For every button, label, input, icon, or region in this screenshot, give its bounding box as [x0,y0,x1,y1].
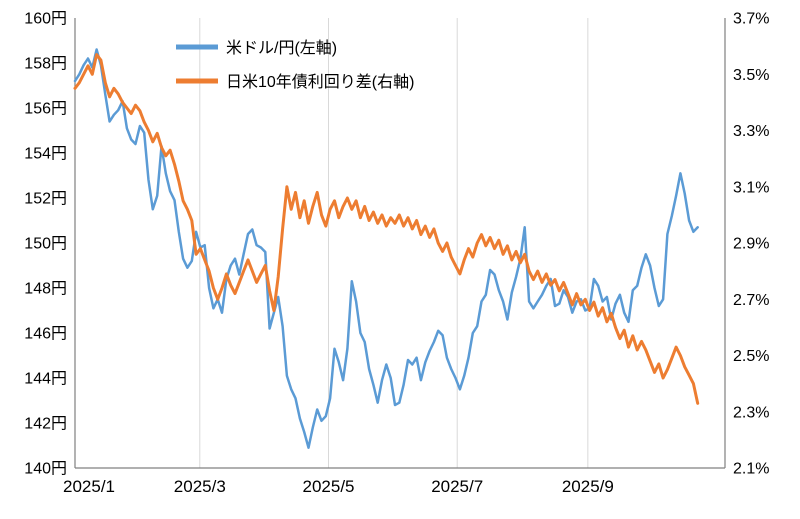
right-axis-tick-label: 2.7% [733,292,769,309]
right-axis-tick-label: 2.3% [733,404,769,421]
right-axis-tick-label: 2.5% [733,348,769,365]
legend-usdjpy-label: 米ドル/円(左軸) [226,39,337,57]
x-axis-tick-label: 2025/1 [63,477,115,496]
left-axis-tick-label: 142円 [24,416,67,433]
left-axis-tick-label: 146円 [24,326,67,343]
right-axis-tick-label: 3.3% [733,123,769,140]
x-axis-tick-label: 2025/7 [431,477,483,496]
left-axis-tick-label: 152円 [24,191,67,208]
right-axis-tick-label: 2.9% [733,236,769,253]
right-axis-tick-label: 3.5% [733,67,769,84]
left-axis-tick-label: 160円 [24,11,67,28]
right-axis-tick-label: 2.1% [733,461,769,478]
left-axis-tick-label: 158円 [24,56,67,73]
legend-yield-spread-label: 日米10年債利回り差(右軸) [226,73,414,91]
left-axis-tick-label: 156円 [24,101,67,118]
left-axis-tick-label: 148円 [24,281,67,298]
right-axis-tick-label: 3.1% [733,179,769,196]
left-axis-tick-label: 140円 [24,461,67,478]
usdjpy-line [73,48,699,449]
x-axis-tick-label: 2025/3 [174,477,226,496]
right-axis-tick-label: 3.7% [733,11,769,28]
left-axis-tick-label: 144円 [24,371,67,388]
x-axis-tick-label: 2025/5 [303,477,355,496]
yield-spread-line [73,53,700,405]
left-axis-tick-label: 154円 [24,146,67,163]
left-axis-tick-label: 150円 [24,236,67,253]
x-axis-tick-label: 2025/9 [562,477,614,496]
